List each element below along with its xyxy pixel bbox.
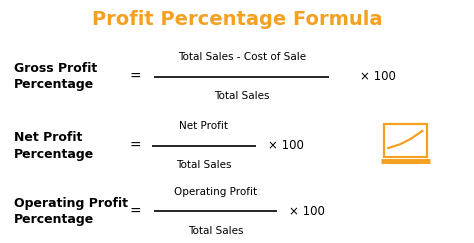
Text: Net Profit
Percentage: Net Profit Percentage [14, 131, 94, 161]
Text: =: = [129, 204, 141, 218]
Text: Total Sales: Total Sales [214, 91, 270, 101]
Text: =: = [129, 69, 141, 84]
Text: Net Profit: Net Profit [179, 121, 228, 131]
Bar [384, 124, 427, 157]
Text: × 100: × 100 [289, 205, 325, 218]
Text: Profit Percentage Formula: Profit Percentage Formula [92, 10, 382, 29]
Text: Total Sales: Total Sales [188, 226, 244, 236]
Text: Total Sales - Cost of Sale: Total Sales - Cost of Sale [178, 52, 306, 62]
Text: Operating Profit: Operating Profit [174, 187, 257, 197]
Text: =: = [129, 139, 141, 153]
Text: Operating Profit
Percentage: Operating Profit Percentage [14, 197, 128, 226]
Text: × 100: × 100 [268, 139, 304, 152]
Text: Total Sales: Total Sales [176, 160, 232, 170]
Text: Gross Profit
Percentage: Gross Profit Percentage [14, 62, 98, 91]
Text: × 100: × 100 [360, 70, 396, 83]
